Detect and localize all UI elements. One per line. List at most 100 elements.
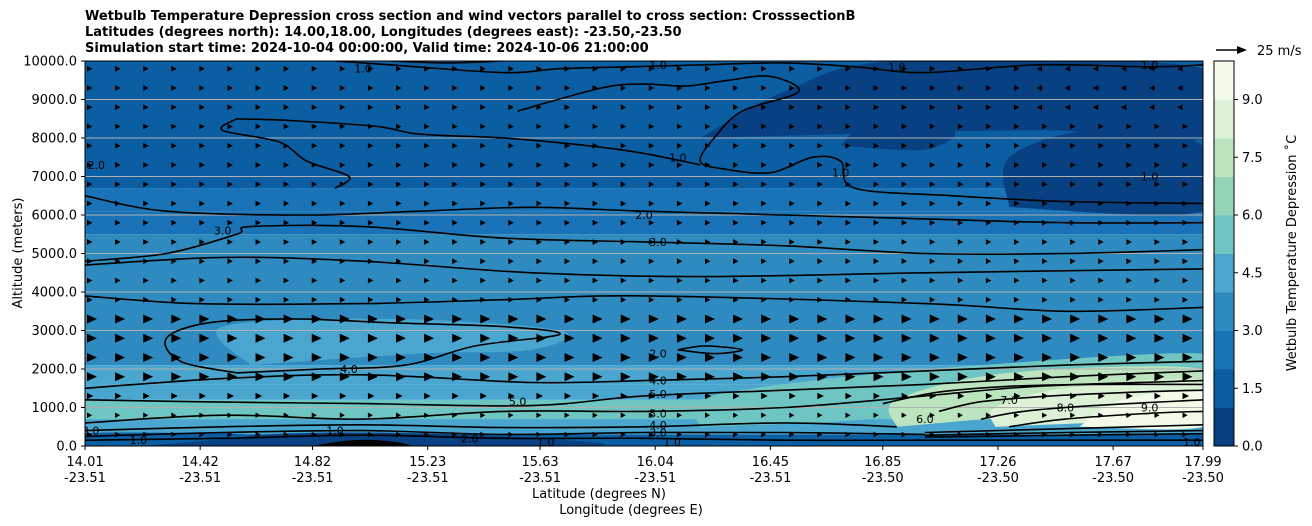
- wind-vector: [1036, 104, 1043, 111]
- y-tick-label: 10000.0: [23, 55, 77, 70]
- wind-vector: [704, 162, 711, 168]
- wind-vector: [761, 333, 772, 343]
- wind-vector: [227, 162, 233, 168]
- wind-vector: [143, 333, 154, 343]
- wind-vector: [733, 372, 744, 382]
- contour-label: 5.0: [509, 396, 527, 409]
- wind-vector: [789, 412, 795, 418]
- wind-vector: [424, 162, 430, 168]
- colorbar-segment: [1214, 99, 1234, 120]
- wind-vector: [171, 104, 177, 111]
- wind-vector: [676, 372, 687, 382]
- wind-vector: [592, 104, 599, 111]
- wind-vector: [1042, 200, 1048, 207]
- wind-vector: [845, 431, 851, 438]
- wind-vector: [761, 314, 772, 324]
- wind-vector: [255, 142, 261, 149]
- wind-vector: [87, 258, 93, 265]
- wind-vector: [367, 352, 378, 362]
- contour-label: 5.0: [649, 388, 667, 401]
- wind-vector: [761, 277, 767, 284]
- wind-vector: [311, 181, 318, 188]
- x-tick-label-lon: -23.51: [407, 471, 449, 486]
- colorbar-segment: [1214, 272, 1234, 293]
- wind-vector: [1126, 314, 1137, 324]
- wind-vector: [1177, 85, 1183, 91]
- wind-vector: [227, 372, 238, 382]
- wind-vector: [901, 142, 908, 149]
- wind-vector: [115, 258, 121, 265]
- wind-vector: [367, 372, 378, 382]
- colorbar-tick-label: 6.0: [1242, 209, 1263, 224]
- x-tick-label-lat: 14.01: [66, 455, 103, 470]
- wind-vector: [704, 392, 712, 400]
- wind-vector: [873, 200, 879, 207]
- wind-vector: [845, 200, 851, 207]
- wind-vector: [957, 200, 964, 207]
- wind-vector: [87, 352, 97, 362]
- wind-vector: [648, 277, 655, 284]
- wind-vector: [508, 392, 515, 400]
- wind-vector: [592, 65, 599, 72]
- wind-vector: [873, 104, 879, 111]
- wind-vector: [87, 314, 97, 324]
- wind-vector: [339, 352, 350, 362]
- wind-vector: [929, 314, 940, 324]
- wind-vector: [339, 123, 346, 130]
- contour-line: [938, 389, 1203, 413]
- wind-vector: [536, 333, 547, 343]
- wind-vector: [395, 258, 402, 265]
- wind-vector: [845, 333, 856, 343]
- wind-vector: [957, 258, 964, 265]
- wind-vector: [424, 372, 435, 382]
- y-tick-label: 1000.0: [32, 401, 78, 416]
- wind-vector: [789, 219, 795, 226]
- wind-vector: [1177, 104, 1183, 111]
- wind-vector: [1013, 162, 1020, 168]
- wind-vector: [564, 277, 570, 284]
- wind-vector: [199, 296, 205, 303]
- wind-vector: [564, 352, 575, 362]
- wind-vector: [676, 200, 683, 207]
- wind-vector: [424, 296, 430, 303]
- wind-vector: [1070, 372, 1081, 382]
- wind-vector: [957, 85, 964, 91]
- wind-vector: [199, 200, 205, 207]
- wind-vector: [1182, 431, 1188, 438]
- wind-vector: [283, 123, 290, 130]
- wind-vector: [283, 239, 290, 245]
- wind-vector: [424, 333, 435, 343]
- wind-vector: [1070, 392, 1077, 400]
- wind-vector: [171, 258, 177, 265]
- wind-vector: [733, 200, 739, 207]
- wind-vector: [115, 239, 121, 245]
- wind-vector: [115, 85, 121, 91]
- wind-vector: [311, 162, 318, 168]
- wind-vector: [395, 123, 402, 130]
- wind-vector: [1064, 85, 1071, 91]
- wind-vector: [1070, 296, 1076, 303]
- wind-vector: [87, 162, 93, 168]
- wind-vector: [873, 372, 884, 382]
- wind-vector: [873, 123, 879, 130]
- wind-vector: [845, 239, 851, 245]
- wind-vector: [648, 85, 655, 91]
- wind-vector: [1042, 352, 1053, 362]
- wind-vector: [648, 162, 655, 168]
- wind-vector: [1098, 392, 1105, 400]
- wind-vector: [311, 104, 318, 111]
- wind-vector: [255, 314, 266, 324]
- wind-vector: [367, 296, 374, 303]
- wind-vector: [536, 104, 542, 111]
- wind-vector: [620, 219, 627, 226]
- contour-label: 1.0: [663, 436, 681, 449]
- wind-vector: [733, 104, 739, 111]
- wind-vector: [957, 219, 964, 226]
- wind-vector: [845, 412, 851, 418]
- wind-vector: [367, 333, 378, 343]
- wind-vector: [339, 239, 346, 245]
- wind-vector: [227, 296, 233, 303]
- wind-vector: [395, 372, 406, 382]
- wind-vector: [901, 104, 908, 111]
- contour-label: 3.0: [649, 236, 667, 249]
